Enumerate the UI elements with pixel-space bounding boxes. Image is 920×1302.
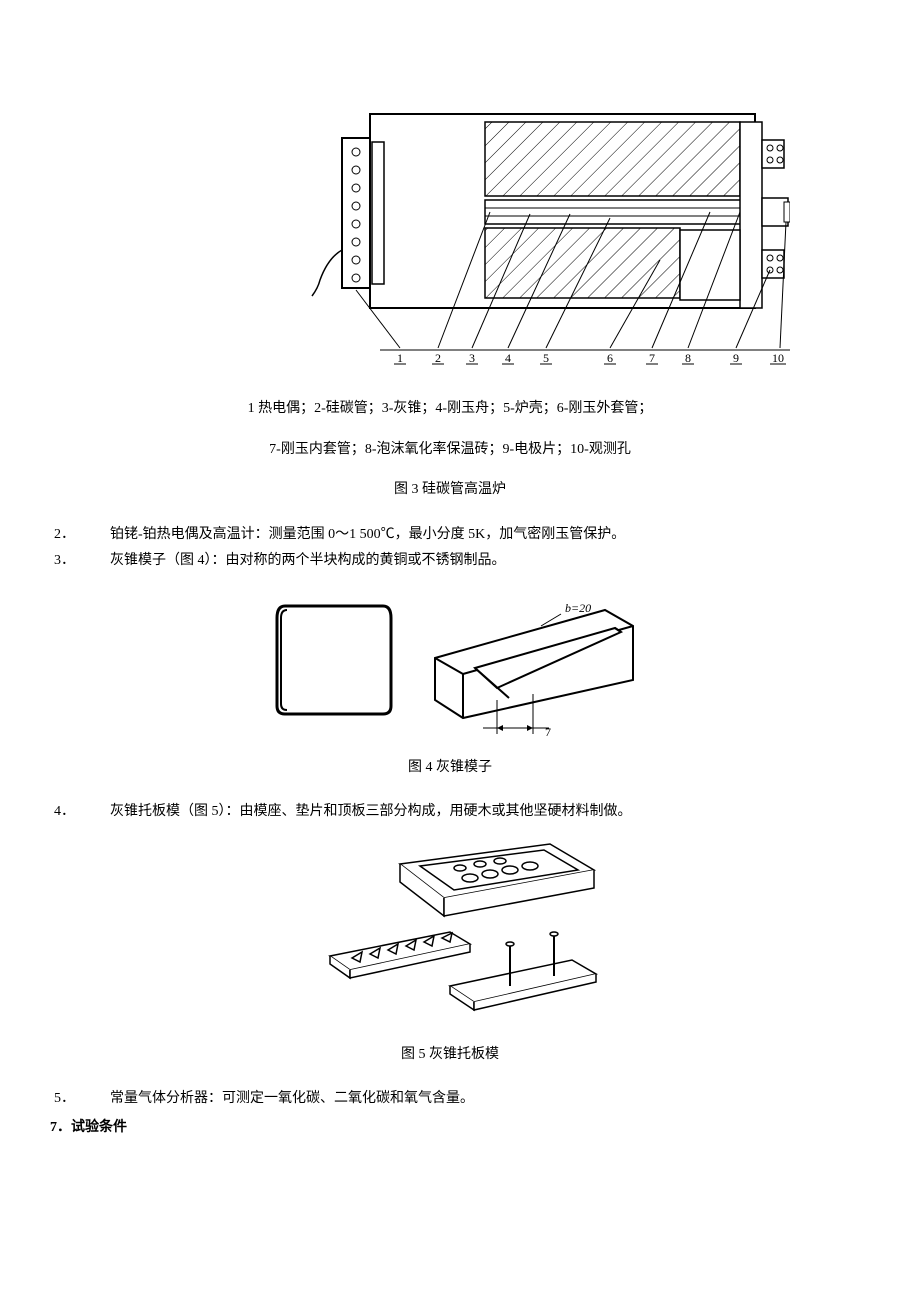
heading-text-7: 试验条件 — [71, 1120, 127, 1135]
figure-5 — [50, 836, 850, 1034]
figure-5-caption: 图 5 灰锥托板模 — [50, 1044, 850, 1066]
figure-3-legend-1: 1 热电偶；2-硅碳管；3-灰锥；4-刚玉舟；5-炉壳；6-刚玉外套管； — [50, 398, 850, 420]
ash-cone-tray-mold-diagram — [300, 836, 600, 1026]
svg-text:4: 4 — [505, 351, 511, 365]
svg-text:10: 10 — [772, 351, 784, 365]
list-text-2: 铂铑-铂热电偶及高温计：测量范围 0～1 500℃，最小分度 5K，加气密刚玉管… — [110, 527, 625, 542]
list-text-3: 灰锥模子（图 4）：由对称的两个半块构成的黄铜或不锈钢制品。 — [110, 553, 506, 568]
ash-cone-mold-diagram: b=20 7 — [265, 588, 635, 738]
svg-text:3: 3 — [469, 351, 475, 365]
dim-7: 7 — [545, 725, 551, 738]
list-item-3: 3．灰锥模子（图 4）：由对称的两个半块构成的黄铜或不锈钢制品。 — [50, 550, 850, 572]
list-item-4: 4．灰锥托板模（图 5）：由模座、垫片和顶板三部分构成，用硬木或其他坚硬材料制做… — [50, 801, 850, 823]
figure-3-legend-2: 7-刚玉内套管；8-泡沫氧化率保温砖；9-电极片；10-观测孔 — [50, 439, 850, 461]
svg-text:7: 7 — [649, 351, 655, 365]
list-text-5: 常量气体分析器：可测定一氧化碳、二氧化碳和氧气含量。 — [110, 1091, 474, 1106]
list-num-5: 5． — [82, 1088, 110, 1110]
dim-b20: b=20 — [565, 601, 591, 615]
svg-text:5: 5 — [543, 351, 549, 365]
figure-3-caption: 图 3 硅碳管高温炉 — [50, 479, 850, 501]
svg-text:2: 2 — [435, 351, 441, 365]
svg-text:8: 8 — [685, 351, 691, 365]
svg-text:1: 1 — [397, 351, 403, 365]
heading-num-7: 7． — [50, 1120, 71, 1135]
figure-4-caption: 图 4 灰锥模子 — [50, 757, 850, 779]
list-num-4: 4． — [82, 801, 110, 823]
section-heading-7: 7．试验条件 — [50, 1117, 850, 1139]
svg-text:6: 6 — [607, 351, 613, 365]
furnace-diagram: 1 2 3 4 5 6 7 8 9 10 — [310, 100, 790, 370]
svg-text:9: 9 — [733, 351, 739, 365]
list-num-2: 2． — [82, 524, 110, 546]
figure-3: 1 2 3 4 5 6 7 8 9 10 — [310, 100, 850, 378]
figure-4: b=20 7 — [50, 588, 850, 746]
list-text-4: 灰锥托板模（图 5）：由模座、垫片和顶板三部分构成，用硬木或其他坚硬材料制做。 — [110, 804, 632, 819]
list-item-2: 2．铂铑-铂热电偶及高温计：测量范围 0～1 500℃，最小分度 5K，加气密刚… — [50, 524, 850, 546]
list-item-5: 5．常量气体分析器：可测定一氧化碳、二氧化碳和氧气含量。 — [50, 1088, 850, 1110]
list-num-3: 3． — [82, 550, 110, 572]
